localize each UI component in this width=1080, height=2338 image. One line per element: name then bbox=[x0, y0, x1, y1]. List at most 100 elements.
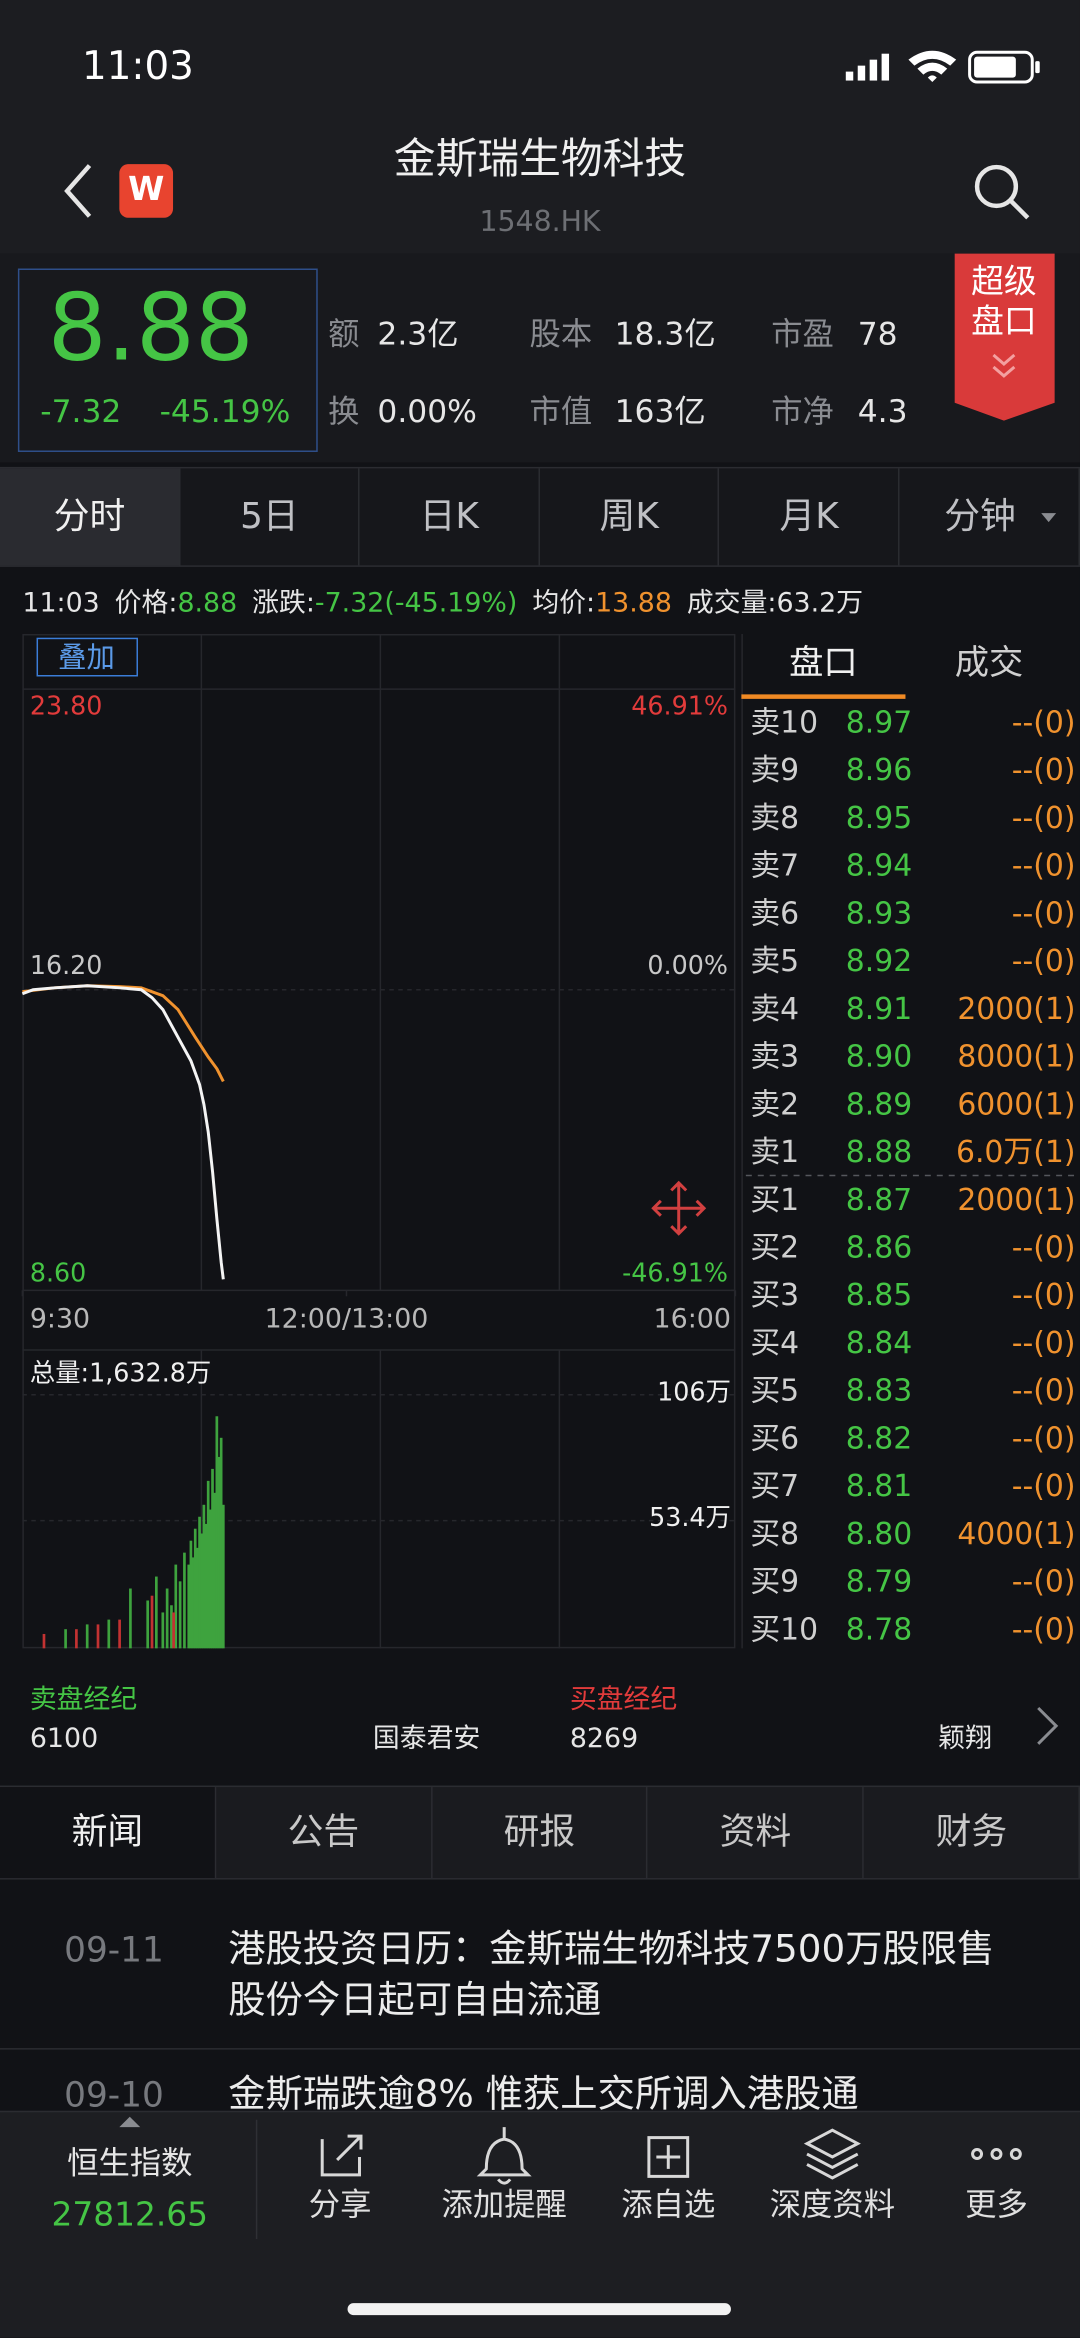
news-title[interactable]: 金斯瑞跌逾8% 惟获上交所调入港股通 bbox=[228, 2071, 859, 2116]
book-level: 买9 bbox=[750, 1563, 800, 1600]
index-expand[interactable] bbox=[119, 2116, 141, 2128]
info-avg: 13.88 bbox=[595, 587, 672, 620]
tab[interactable]: 日K bbox=[360, 468, 540, 566]
action-label[interactable]: 深度资料 bbox=[769, 2187, 896, 2224]
back-button[interactable] bbox=[64, 164, 92, 218]
broker-code: 6100 bbox=[29, 1723, 99, 1755]
book-level: 卖7 bbox=[750, 847, 800, 884]
volume-tick-label: 106万 bbox=[657, 1378, 731, 1409]
info-avg-label: 均价: bbox=[532, 587, 596, 620]
volume-bar bbox=[146, 1600, 150, 1649]
book-level: 买10 bbox=[750, 1611, 819, 1647]
book-price: 8.95 bbox=[845, 799, 913, 836]
price-line bbox=[21, 984, 225, 1280]
volume-bar bbox=[202, 1504, 206, 1649]
info-change: -7.32(-45.19%) bbox=[314, 587, 518, 620]
news-tab[interactable]: 财务 bbox=[864, 1787, 1080, 1879]
news-title[interactable]: 港股投资日历：金斯瑞生物科技7500万股限售股份今日起可自由流通 bbox=[228, 1927, 995, 2022]
fullscreen-icon[interactable] bbox=[651, 1180, 707, 1236]
book-price: 8.89 bbox=[845, 1085, 913, 1122]
book-volume: 6.0万(1) bbox=[955, 1133, 1076, 1170]
news-tab[interactable]: 资料 bbox=[648, 1787, 864, 1879]
overlay-button[interactable] bbox=[36, 637, 138, 677]
news-tab-label: 资料 bbox=[719, 1811, 792, 1853]
book-volume: --(0) bbox=[1011, 1563, 1076, 1600]
quote-bg bbox=[0, 253, 1080, 463]
tab-label: 月K bbox=[779, 495, 839, 538]
total-volume: 总量:1,632.8万 bbox=[29, 1359, 212, 1389]
volume-bar bbox=[183, 1552, 186, 1649]
stock-title: 金斯瑞生物科技 bbox=[393, 134, 687, 185]
book-volume: --(0) bbox=[1011, 1276, 1076, 1313]
volume-bar bbox=[170, 1605, 173, 1649]
overlay-label[interactable]: 叠加 bbox=[58, 640, 115, 674]
book-price: 8.86 bbox=[845, 1229, 913, 1265]
price-tick-label: 8.60 bbox=[29, 1259, 87, 1289]
book-price: 8.84 bbox=[845, 1324, 913, 1361]
action-label[interactable]: 添加提醒 bbox=[441, 2187, 567, 2224]
book-tab[interactable]: 盘口 bbox=[789, 644, 858, 684]
signal-bar bbox=[857, 65, 866, 81]
fullscreen-arrows bbox=[651, 1180, 707, 1236]
volume-bar bbox=[165, 1588, 169, 1649]
news-date[interactable]: 09-10 bbox=[64, 2076, 164, 2116]
signal-bar bbox=[869, 59, 878, 81]
stat-value: 4.3 bbox=[857, 394, 908, 431]
action-label[interactable]: 分享 bbox=[308, 2187, 372, 2224]
dot bbox=[971, 2148, 984, 2160]
book-price: 8.97 bbox=[845, 704, 913, 740]
action-label[interactable]: 添自选 bbox=[621, 2187, 716, 2224]
book-price: 8.93 bbox=[845, 895, 913, 931]
news-tab[interactable]: 研报 bbox=[432, 1787, 648, 1879]
search-handle bbox=[1009, 199, 1030, 220]
news-tab[interactable]: 新闻 bbox=[0, 1787, 216, 1879]
volume-bar bbox=[85, 1624, 89, 1649]
broker-title: 买盘经纪 bbox=[569, 1684, 678, 1717]
news-date[interactable]: 09-11 bbox=[64, 1931, 164, 1971]
depth-icon bbox=[803, 2128, 861, 2180]
index-name[interactable]: 恒生指数 bbox=[67, 2145, 193, 2182]
tab[interactable]: 月K bbox=[720, 468, 900, 566]
book-level: 买3 bbox=[750, 1276, 800, 1313]
news-tab[interactable]: 公告 bbox=[216, 1787, 432, 1879]
book-level: 卖1 bbox=[750, 1133, 800, 1170]
volume-bar bbox=[118, 1619, 121, 1649]
super-book-ribbon[interactable] bbox=[954, 253, 1055, 421]
volume-bar bbox=[191, 1557, 195, 1649]
book-tab[interactable]: 成交 bbox=[954, 644, 1024, 684]
stat-value: 0.00% bbox=[377, 394, 477, 431]
signal-bar bbox=[881, 53, 890, 81]
book-level: 卖2 bbox=[750, 1085, 800, 1122]
brokers-chevron[interactable] bbox=[1037, 1706, 1059, 1745]
book-price: 8.83 bbox=[845, 1372, 913, 1409]
header-bg bbox=[0, 0, 1080, 254]
tab-row bbox=[0, 466, 1080, 567]
tab[interactable]: 周K bbox=[540, 468, 720, 566]
index-value[interactable]: 27812.65 bbox=[51, 2196, 209, 2234]
volume-bar bbox=[219, 1437, 223, 1649]
news-divider bbox=[0, 2048, 1080, 2050]
book-volume: 2000(1) bbox=[957, 990, 1076, 1027]
price-tick-label: 16.20 bbox=[29, 951, 103, 981]
tab[interactable]: 5日 bbox=[180, 468, 360, 566]
tab[interactable]: 分钟 bbox=[899, 468, 1080, 566]
book-level: 卖10 bbox=[750, 704, 819, 740]
action-label[interactable]: 更多 bbox=[965, 2187, 1028, 2224]
book-volume: --(0) bbox=[1011, 847, 1076, 884]
alert-icon bbox=[476, 2127, 532, 2185]
home-indicator bbox=[347, 2303, 731, 2316]
book-price: 8.92 bbox=[845, 942, 913, 979]
time-tick-label: 12:00/13:00 bbox=[264, 1304, 429, 1336]
volume-bar bbox=[221, 1504, 225, 1649]
volume-bar bbox=[42, 1633, 46, 1649]
volume-bar bbox=[129, 1588, 132, 1649]
volume-bar bbox=[200, 1533, 204, 1649]
search-button[interactable] bbox=[974, 164, 1019, 209]
book-price: 8.81 bbox=[845, 1467, 913, 1504]
tab[interactable]: 分时 bbox=[0, 468, 180, 566]
book-level: 卖8 bbox=[750, 799, 800, 836]
stock-code: 1548.HK bbox=[479, 205, 601, 239]
broker-name: 颖翔 bbox=[938, 1723, 992, 1755]
broker-name: 国泰君安 bbox=[372, 1723, 481, 1755]
